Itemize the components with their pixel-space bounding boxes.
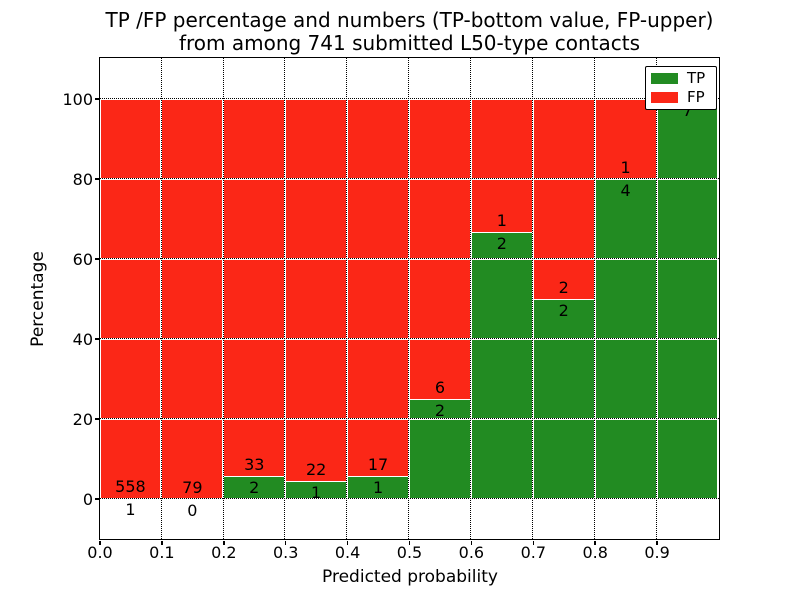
tp-count-label: 1: [372, 478, 384, 498]
tp-bar-segment: [409, 398, 471, 499]
legend-swatch-tp: [651, 73, 678, 84]
x-tick-mark: [161, 540, 163, 545]
fp-count-label: 17: [367, 455, 389, 475]
y-tick-label: 80: [72, 169, 93, 189]
gridline-vertical: [408, 57, 410, 539]
x-tick-mark: [594, 540, 596, 545]
legend-label-tp: TP: [687, 69, 706, 87]
x-tick-label: 0.7: [520, 543, 547, 562]
tp-bar-segment: [656, 98, 719, 499]
legend-swatch-fp: [651, 92, 678, 103]
fp-bar-segment: [532, 98, 595, 299]
fp-count-label: 1: [620, 157, 631, 177]
tp-count-label: 1: [311, 483, 322, 503]
gridline-horizontal: [99, 497, 719, 499]
fp-bar-segment: [223, 98, 286, 476]
y-tick-mark: [94, 98, 99, 100]
x-tick-label: 0.2: [211, 543, 237, 562]
fp-bar-segment: [470, 98, 533, 232]
fp-bar-segment: [409, 98, 471, 399]
chart-title: TP /FP percentage and numbers (TP-bottom…: [100, 9, 719, 55]
y-tick-mark: [94, 338, 99, 340]
x-tick-label: 0.1: [149, 543, 175, 562]
tp-count-label: 4: [620, 180, 631, 200]
fp-count-label: 6: [434, 377, 446, 397]
x-tick-mark: [284, 540, 287, 545]
y-tick-mark: [94, 178, 99, 180]
y-tick-mark: [94, 498, 99, 500]
tp-count-label: 2: [434, 400, 446, 420]
fp-count-label: 1: [496, 210, 507, 230]
y-tick-label: 20: [72, 409, 93, 429]
tp-count-label: 1: [125, 499, 136, 519]
x-tick-label: 0.9: [644, 543, 670, 562]
legend-entry-tp: TP: [651, 69, 711, 88]
legend-label-fp: FP: [687, 88, 705, 106]
gridline-vertical: [222, 57, 224, 539]
y-tick-label: 0: [82, 489, 93, 509]
y-tick-mark: [94, 258, 99, 260]
plot-area: 558 1 79 0 33 2 22 1 17 1 6 2 1 2 2 2 1 4 7: [98, 56, 720, 540]
y-tick-label: 100: [62, 89, 93, 109]
gridline-vertical: [284, 57, 286, 539]
gridline-vertical: [532, 57, 534, 539]
chart-title-line2: from among 741 submitted L50-type contac…: [178, 31, 641, 55]
x-tick-mark: [532, 540, 535, 545]
gridline-vertical: [160, 57, 162, 539]
gridline-horizontal: [99, 337, 719, 339]
x-tick-mark: [656, 540, 658, 545]
legend: TP FP: [645, 66, 717, 110]
tp-bar-segment: [532, 298, 595, 499]
gridline-horizontal: [99, 177, 719, 179]
fp-count-label: 79: [182, 477, 203, 497]
tp-bar-segment: [470, 231, 533, 499]
tp-count-label: 2: [558, 300, 569, 320]
fp-count-label: 22: [305, 460, 327, 480]
gridline-horizontal: [99, 97, 719, 99]
x-tick-mark: [223, 540, 225, 545]
x-tick-label: 0.6: [458, 543, 485, 562]
tp-count-label: 2: [496, 233, 507, 253]
x-tick-mark: [408, 540, 411, 545]
gridline-horizontal: [99, 417, 719, 419]
fp-bar-segment: [285, 98, 348, 482]
x-tick-mark: [346, 540, 349, 545]
gridline-vertical: [346, 57, 348, 539]
y-tick-label: 40: [72, 329, 93, 349]
y-tick-mark: [94, 418, 99, 420]
fp-count-label: 558: [115, 476, 146, 496]
tp-count-label: 7: [682, 100, 693, 120]
x-tick-label: 0.0: [87, 543, 113, 562]
tp-count-label: 2: [249, 477, 260, 497]
x-tick-label: 0.4: [334, 543, 361, 562]
x-tick-label: 0.5: [396, 543, 423, 562]
legend-entry-fp: FP: [651, 88, 711, 107]
gridline-vertical: [593, 57, 595, 539]
y-tick-label: 60: [72, 249, 93, 269]
fp-count-label: 33: [244, 454, 265, 474]
fp-bar-segment: [99, 98, 162, 498]
x-tick-label: 0.8: [582, 543, 608, 562]
tp-count-label: 0: [187, 500, 198, 520]
x-axis-label: Predicted probability: [322, 567, 498, 587]
fp-count-label: 2: [558, 277, 569, 297]
chart-title-line1: TP /FP percentage and numbers (TP-bottom…: [105, 8, 714, 32]
gridline-vertical: [655, 57, 657, 539]
fp-bar-segment: [161, 98, 224, 499]
fp-bar-segment: [347, 98, 409, 477]
x-tick-mark: [470, 540, 473, 545]
gridline-horizontal: [99, 257, 719, 259]
x-tick-label: 0.3: [272, 543, 299, 562]
x-tick-mark: [99, 540, 101, 545]
gridline-vertical: [470, 57, 472, 539]
